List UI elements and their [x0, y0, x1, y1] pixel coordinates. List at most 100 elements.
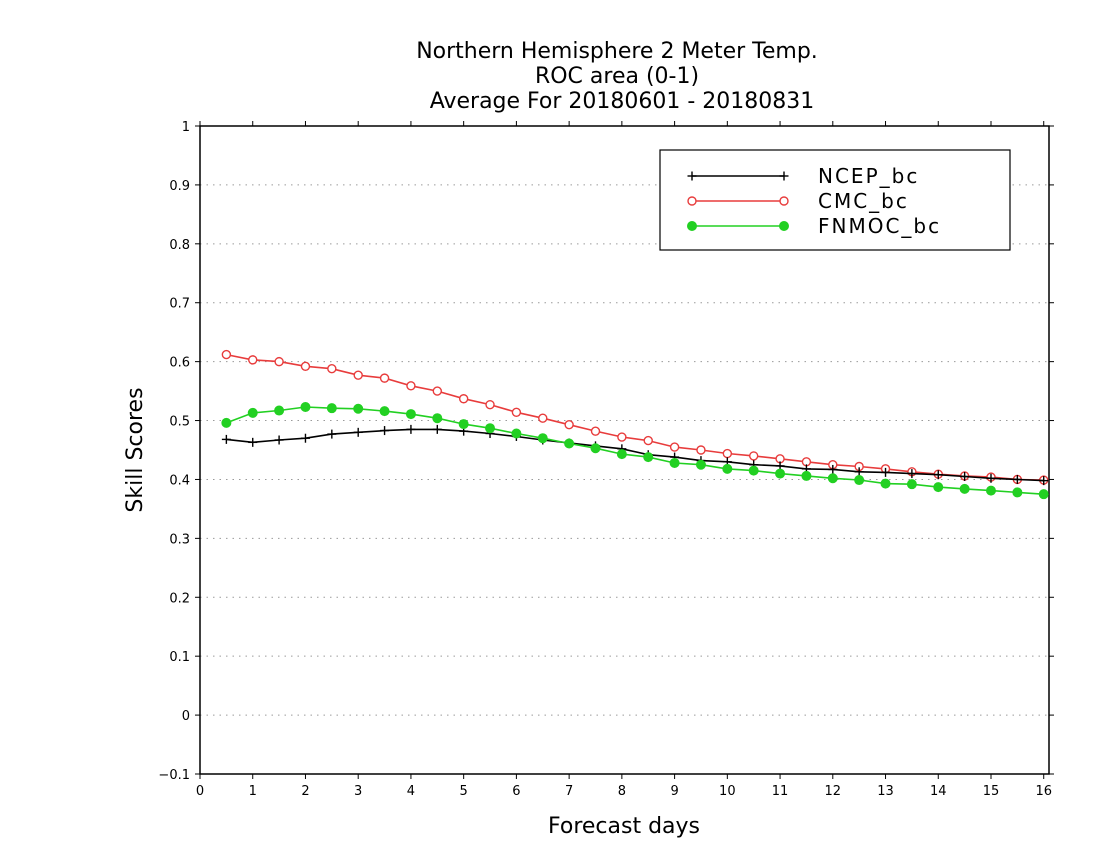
chart-title-line-3: Average For 20180601 - 20180831 [430, 89, 815, 114]
y-tick-label: 1 [182, 120, 190, 135]
legend-marker-fnmoc-bc [779, 221, 789, 231]
legend-marker-fnmoc-bc [687, 221, 697, 231]
legend-marker-ncep-bc [687, 171, 697, 181]
point-ncep-bc [933, 470, 943, 480]
point-fnmoc-bc [775, 468, 786, 479]
y-tick-label: 0 [182, 709, 190, 724]
point-fnmoc-bc [300, 401, 311, 412]
point-ncep-bc [300, 433, 310, 443]
point-fnmoc-bc [485, 423, 496, 434]
point-fnmoc-bc [933, 482, 944, 493]
x-tick-label: 5 [460, 784, 468, 799]
point-cmc-bc [643, 435, 653, 446]
point-fnmoc-bc [590, 443, 601, 454]
point-ncep-bc [353, 427, 363, 437]
point-ncep-bc [221, 434, 231, 444]
point-fnmoc-bc [1012, 487, 1023, 498]
point-ncep-bc [327, 429, 337, 439]
y-tick-label: 0.3 [169, 532, 190, 547]
x-tick-label: 7 [565, 784, 573, 799]
x-tick-label: 13 [877, 784, 894, 799]
point-fnmoc-bc [669, 457, 680, 468]
point-ncep-bc [986, 473, 996, 483]
point-cmc-bc [274, 356, 284, 367]
point-fnmoc-bc [511, 428, 522, 439]
x-tick-label: 12 [825, 784, 842, 799]
legend-marker-cmc-bc [687, 196, 697, 206]
point-fnmoc-bc [616, 449, 627, 460]
point-fnmoc-bc [432, 413, 443, 424]
point-ncep-bc [881, 467, 891, 477]
legend-marker-ncep-bc [779, 171, 789, 181]
x-tick-label: 1 [249, 784, 257, 799]
point-fnmoc-bc [985, 485, 996, 496]
point-fnmoc-bc [405, 409, 416, 420]
point-fnmoc-bc [458, 419, 469, 430]
point-ncep-bc [854, 467, 864, 477]
x-tick-label: 14 [930, 784, 947, 799]
point-fnmoc-bc [722, 463, 733, 474]
point-ncep-bc [380, 426, 390, 436]
point-cmc-bc [327, 364, 337, 374]
point-fnmoc-bc [880, 478, 891, 489]
x-tick-label: 3 [354, 784, 362, 799]
point-cmc-bc [669, 442, 680, 452]
chart-title-line-2: ROC area (0-1) [535, 64, 699, 89]
point-cmc-bc [722, 448, 733, 459]
point-fnmoc-bc [274, 405, 285, 416]
x-axis-title: Forecast days [548, 814, 700, 839]
series-line-cmc-bc [226, 353, 1044, 481]
plot-frame [199, 125, 1050, 775]
y-tick-label: 0.9 [169, 179, 190, 194]
point-cmc-bc [221, 349, 232, 360]
point-fnmoc-bc [643, 452, 654, 463]
point-fnmoc-bc [827, 473, 838, 484]
point-ncep-bc [828, 464, 838, 474]
series-group [221, 349, 1049, 500]
legend-marker-cmc-bc [779, 196, 789, 206]
point-cmc-bc [379, 373, 390, 383]
point-ncep-bc [406, 424, 416, 434]
point-cmc-bc [617, 432, 627, 442]
y-tick-label: 0.5 [169, 415, 190, 430]
point-fnmoc-bc [537, 433, 548, 444]
point-ncep-bc [274, 435, 284, 445]
x-tick-label: 10 [719, 784, 736, 799]
point-ncep-bc [1012, 474, 1022, 484]
legend-label-ncep-bc: NCEP_bc [818, 164, 919, 188]
x-tick-label: 2 [301, 784, 309, 799]
y-tick-label: 0.6 [169, 356, 190, 371]
x-tick-label: 11 [772, 784, 789, 799]
point-cmc-bc [590, 426, 601, 436]
point-fnmoc-bc [353, 403, 364, 414]
y-tick-label: 0.7 [169, 297, 190, 312]
point-fnmoc-bc [959, 483, 970, 494]
point-fnmoc-bc [854, 475, 865, 486]
y-tick-label: 0.8 [169, 238, 190, 253]
legend-label-fnmoc-bc: FNMOC_bc [818, 214, 941, 238]
chart-title-line-1: Northern Hemisphere 2 Meter Temp. [416, 39, 818, 64]
x-tick-label: 8 [618, 784, 626, 799]
point-fnmoc-bc [801, 470, 812, 481]
point-cmc-bc [564, 419, 574, 430]
y-tick-label: 0.4 [169, 473, 190, 488]
legend-box [659, 149, 1011, 251]
point-fnmoc-bc [1038, 489, 1049, 500]
point-fnmoc-bc [326, 403, 337, 414]
x-tick-label: 15 [983, 784, 1000, 799]
y-tick-label: 0.1 [169, 650, 190, 665]
point-ncep-bc [248, 437, 258, 447]
point-cmc-bc [748, 451, 759, 461]
point-ncep-bc [1039, 476, 1049, 486]
point-cmc-bc [300, 361, 311, 372]
point-fnmoc-bc [247, 407, 258, 418]
point-fnmoc-bc [906, 479, 917, 490]
legend-label-cmc-bc: CMC_bc [818, 189, 909, 213]
series-cmc-bc [221, 349, 1049, 485]
y-tick-label: 0.2 [169, 591, 190, 606]
x-tick-label: 9 [670, 784, 678, 799]
y-tick-label: −0.1 [158, 768, 190, 783]
point-fnmoc-bc [564, 438, 575, 449]
point-fnmoc-bc [748, 465, 759, 476]
series-fnmoc-bc [221, 401, 1049, 500]
